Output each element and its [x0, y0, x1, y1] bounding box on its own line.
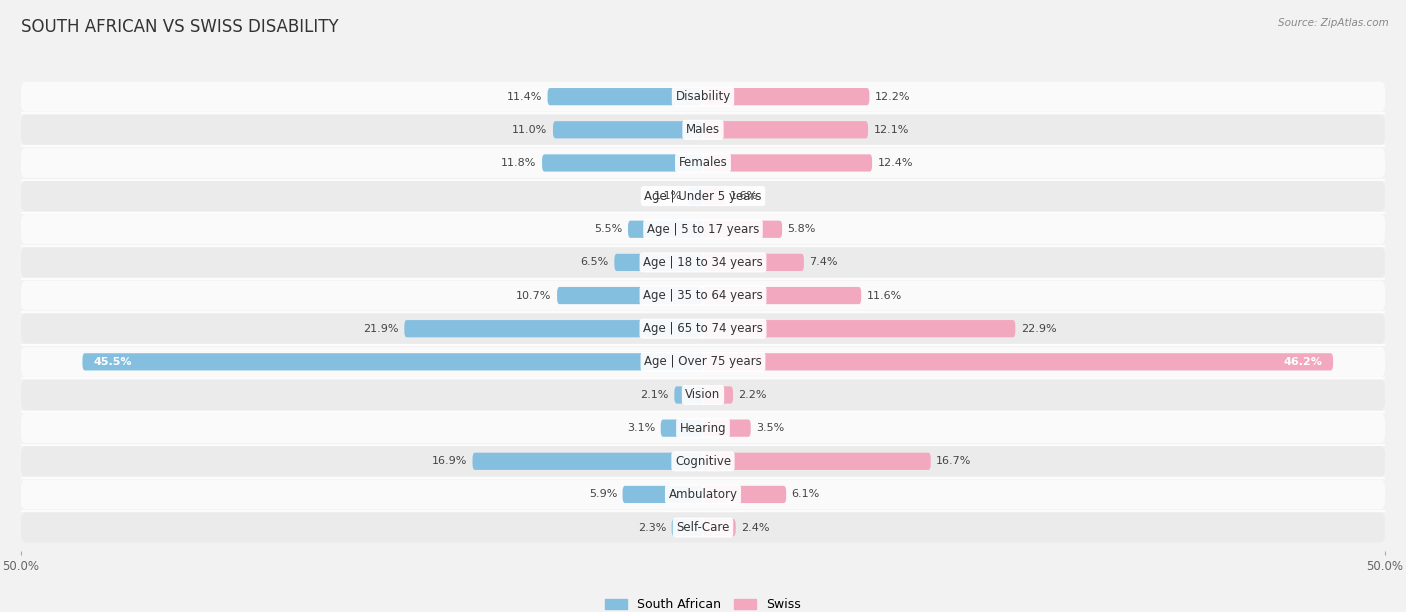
FancyBboxPatch shape: [21, 115, 1385, 144]
FancyBboxPatch shape: [405, 320, 703, 337]
FancyBboxPatch shape: [703, 187, 725, 204]
FancyBboxPatch shape: [21, 148, 1385, 178]
Text: 5.5%: 5.5%: [595, 224, 623, 234]
Text: 6.5%: 6.5%: [581, 258, 609, 267]
Text: Age | 5 to 17 years: Age | 5 to 17 years: [647, 223, 759, 236]
FancyBboxPatch shape: [628, 220, 703, 238]
Text: 3.1%: 3.1%: [627, 423, 655, 433]
FancyBboxPatch shape: [703, 419, 751, 437]
FancyBboxPatch shape: [553, 121, 703, 138]
Text: 1.1%: 1.1%: [654, 191, 682, 201]
FancyBboxPatch shape: [703, 287, 862, 304]
Text: 7.4%: 7.4%: [810, 258, 838, 267]
Text: 2.3%: 2.3%: [638, 523, 666, 532]
Text: 5.9%: 5.9%: [589, 490, 617, 499]
FancyBboxPatch shape: [688, 187, 703, 204]
FancyBboxPatch shape: [21, 513, 1385, 542]
Text: 21.9%: 21.9%: [363, 324, 399, 334]
FancyBboxPatch shape: [675, 386, 703, 404]
FancyBboxPatch shape: [703, 121, 868, 138]
FancyBboxPatch shape: [21, 214, 1385, 244]
FancyBboxPatch shape: [547, 88, 703, 105]
Text: Females: Females: [679, 157, 727, 170]
FancyBboxPatch shape: [557, 287, 703, 304]
Text: 22.9%: 22.9%: [1021, 324, 1056, 334]
FancyBboxPatch shape: [21, 446, 1385, 476]
FancyBboxPatch shape: [543, 154, 703, 171]
FancyBboxPatch shape: [703, 220, 782, 238]
FancyBboxPatch shape: [21, 181, 1385, 211]
Text: Age | Over 75 years: Age | Over 75 years: [644, 356, 762, 368]
Text: 10.7%: 10.7%: [516, 291, 551, 300]
FancyBboxPatch shape: [703, 519, 735, 536]
Text: SOUTH AFRICAN VS SWISS DISABILITY: SOUTH AFRICAN VS SWISS DISABILITY: [21, 18, 339, 36]
FancyBboxPatch shape: [21, 380, 1385, 410]
FancyBboxPatch shape: [21, 82, 1385, 111]
FancyBboxPatch shape: [661, 419, 703, 437]
Text: 16.9%: 16.9%: [432, 457, 467, 466]
FancyBboxPatch shape: [21, 347, 1385, 377]
FancyBboxPatch shape: [703, 88, 869, 105]
Text: 2.1%: 2.1%: [641, 390, 669, 400]
Text: Males: Males: [686, 123, 720, 136]
Text: Age | 65 to 74 years: Age | 65 to 74 years: [643, 322, 763, 335]
Text: Disability: Disability: [675, 90, 731, 103]
FancyBboxPatch shape: [21, 281, 1385, 310]
FancyBboxPatch shape: [703, 154, 872, 171]
FancyBboxPatch shape: [614, 254, 703, 271]
Text: 6.1%: 6.1%: [792, 490, 820, 499]
FancyBboxPatch shape: [703, 453, 931, 470]
Text: 12.2%: 12.2%: [875, 92, 910, 102]
Text: Hearing: Hearing: [679, 422, 727, 435]
FancyBboxPatch shape: [21, 314, 1385, 343]
FancyBboxPatch shape: [703, 320, 1015, 337]
Text: 11.6%: 11.6%: [866, 291, 901, 300]
Text: Source: ZipAtlas.com: Source: ZipAtlas.com: [1278, 18, 1389, 28]
FancyBboxPatch shape: [21, 480, 1385, 509]
Text: 1.6%: 1.6%: [730, 191, 758, 201]
Text: 3.5%: 3.5%: [756, 423, 785, 433]
Text: Age | 35 to 64 years: Age | 35 to 64 years: [643, 289, 763, 302]
Text: 16.7%: 16.7%: [936, 457, 972, 466]
Text: 45.5%: 45.5%: [93, 357, 132, 367]
FancyBboxPatch shape: [703, 386, 733, 404]
Text: 12.1%: 12.1%: [873, 125, 908, 135]
FancyBboxPatch shape: [703, 353, 1333, 370]
FancyBboxPatch shape: [703, 486, 786, 503]
FancyBboxPatch shape: [623, 486, 703, 503]
FancyBboxPatch shape: [703, 254, 804, 271]
FancyBboxPatch shape: [21, 247, 1385, 277]
Text: Age | Under 5 years: Age | Under 5 years: [644, 190, 762, 203]
Legend: South African, Swiss: South African, Swiss: [600, 593, 806, 612]
Text: 2.4%: 2.4%: [741, 523, 769, 532]
FancyBboxPatch shape: [21, 413, 1385, 443]
FancyBboxPatch shape: [472, 453, 703, 470]
FancyBboxPatch shape: [83, 353, 703, 370]
Text: 11.8%: 11.8%: [501, 158, 537, 168]
Text: 46.2%: 46.2%: [1284, 357, 1322, 367]
Text: 12.4%: 12.4%: [877, 158, 912, 168]
Text: 11.0%: 11.0%: [512, 125, 547, 135]
Text: Age | 18 to 34 years: Age | 18 to 34 years: [643, 256, 763, 269]
Text: 11.4%: 11.4%: [506, 92, 543, 102]
Text: Self-Care: Self-Care: [676, 521, 730, 534]
Text: Ambulatory: Ambulatory: [668, 488, 738, 501]
Text: 5.8%: 5.8%: [787, 224, 815, 234]
FancyBboxPatch shape: [672, 519, 703, 536]
Text: Cognitive: Cognitive: [675, 455, 731, 468]
Text: Vision: Vision: [685, 389, 721, 401]
Text: 2.2%: 2.2%: [738, 390, 766, 400]
